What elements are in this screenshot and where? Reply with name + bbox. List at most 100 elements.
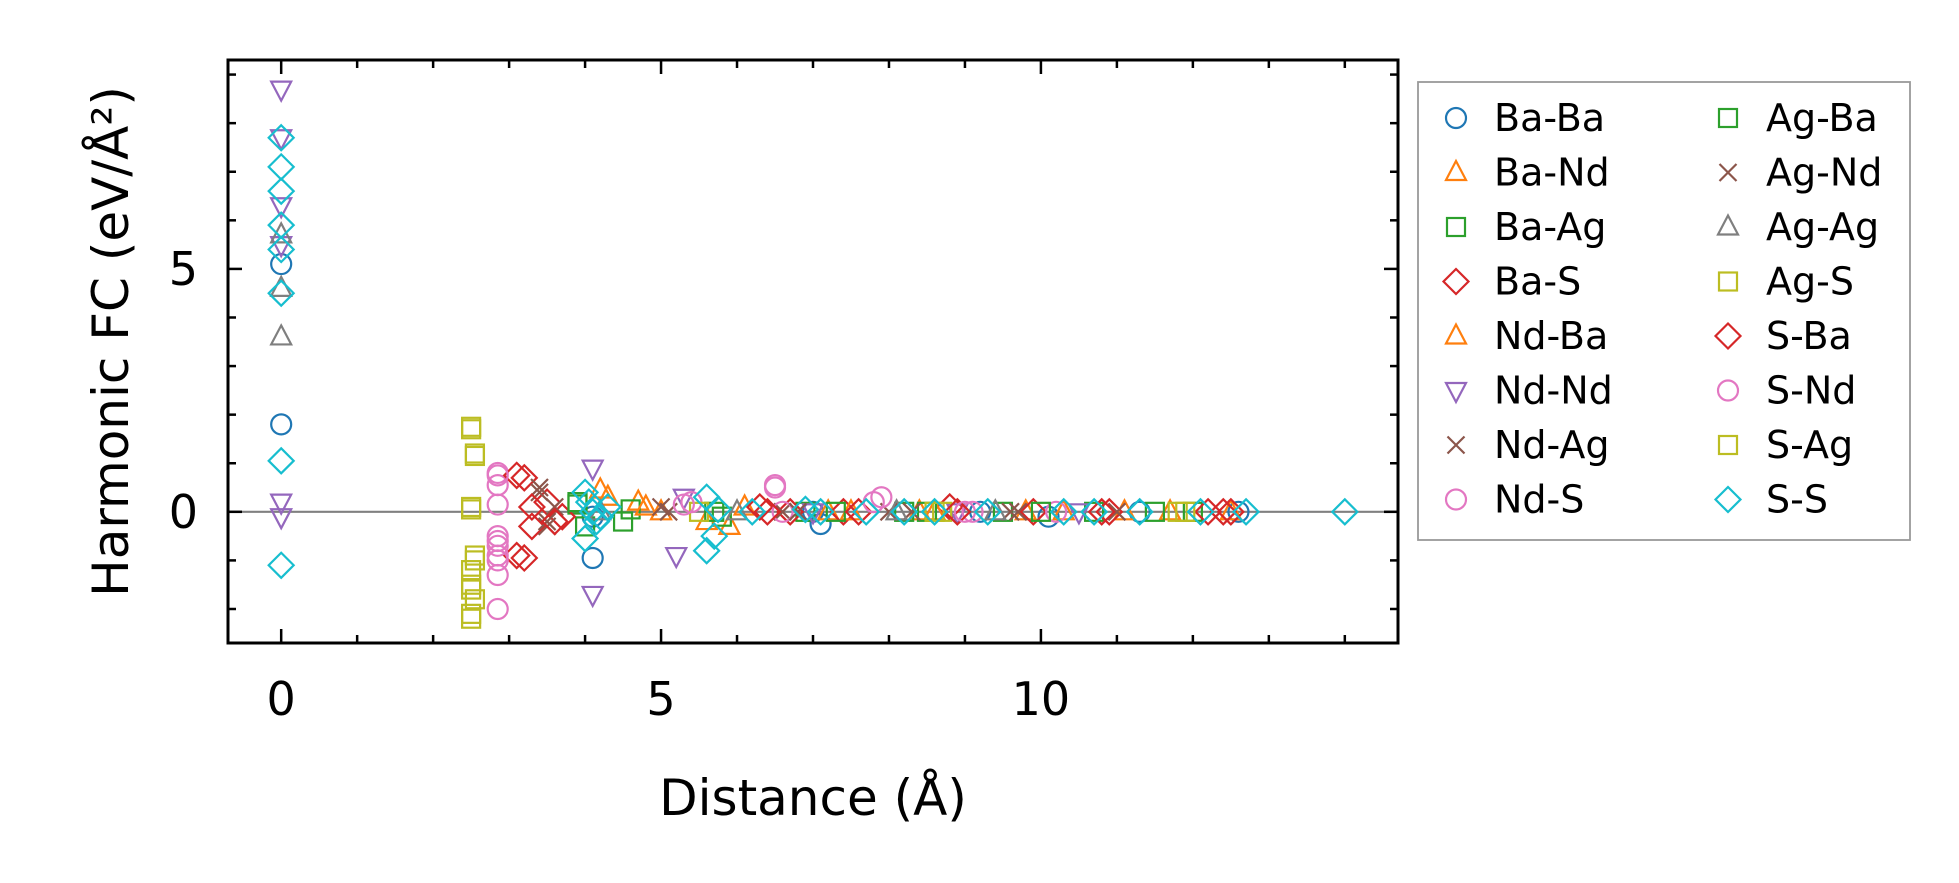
legend-item: Ba-Nd: [1444, 151, 1610, 195]
data-point: [267, 123, 296, 152]
data-markers: [228, 80, 1398, 629]
data-point: [844, 497, 873, 526]
data-point: [548, 502, 577, 531]
legend-item: Ba-Ba: [1444, 96, 1605, 140]
legend-label: Nd-Ag: [1494, 423, 1610, 467]
data-point: [922, 497, 947, 521]
data-point: [269, 323, 294, 346]
data-point: [703, 495, 733, 524]
data-point: [537, 512, 557, 531]
data-point: [1087, 497, 1116, 526]
data-point: [924, 501, 945, 522]
data-point: [581, 546, 604, 570]
data-point: [461, 419, 482, 440]
legend-item: Nd-Ba: [1444, 314, 1608, 358]
data-point: [717, 512, 742, 536]
data-point: [486, 525, 509, 548]
series-s-ag: [461, 419, 1196, 624]
data-point: [771, 500, 794, 523]
data-point: [788, 502, 808, 522]
data-point: [983, 497, 1008, 521]
data-point: [267, 177, 296, 206]
legend: Ba-Ba Ba-Nd Ba-Ag Ba-S Nd-Ba Nd-Nd Nd-Ag Nd-S Ag…: [1417, 81, 1911, 541]
data-point: [973, 497, 1002, 526]
data-point: [920, 497, 949, 526]
data-point: [530, 478, 549, 497]
series-nd-nd: [269, 80, 1091, 609]
data-point: [586, 502, 615, 531]
data-point: [694, 507, 719, 531]
legend-marker: [1445, 216, 1467, 238]
legend-marker: [1444, 381, 1468, 405]
data-point: [461, 499, 482, 520]
legend-label: Ag-Ba: [1766, 96, 1878, 140]
legend-marker: [1444, 322, 1468, 345]
legend-item: Ba-Ag: [1445, 205, 1606, 249]
data-point: [510, 463, 539, 492]
data-point: [502, 461, 531, 490]
legend-marker: [1713, 485, 1743, 514]
data-point: [745, 492, 774, 522]
legend-box: [1417, 81, 1911, 541]
series-s-ba: [502, 461, 1238, 573]
data-point: [776, 497, 805, 526]
data-point: [571, 524, 600, 553]
data-point: [267, 279, 296, 308]
legend-item: S-S: [1713, 478, 1828, 522]
data-point: [545, 497, 564, 517]
legend-marker: [1717, 434, 1739, 456]
data-point: [464, 550, 486, 571]
legend-marker: [1446, 435, 1466, 455]
x-tick-label: 10: [1012, 672, 1071, 726]
data-point: [1080, 497, 1109, 526]
y-tick-label: 5: [169, 242, 198, 296]
data-point: [1330, 497, 1359, 526]
data-point: [486, 563, 509, 587]
legend-item: S-Ag: [1717, 423, 1853, 467]
data-point: [1209, 497, 1238, 526]
legend-marker: [1444, 158, 1468, 182]
data-point: [486, 493, 509, 516]
legend-label: Ag-Nd: [1766, 151, 1882, 195]
data-point: [1231, 497, 1261, 526]
data-point: [651, 497, 671, 517]
data-point: [806, 497, 835, 526]
data-point: [464, 445, 486, 467]
data-point: [461, 579, 482, 600]
data-point: [588, 476, 613, 499]
legend-label: Ba-S: [1494, 260, 1581, 304]
legend-marker: [1718, 163, 1738, 182]
data-point: [672, 493, 695, 516]
legend-item: S-Nd: [1716, 369, 1856, 413]
legend-item: Ba-S: [1441, 260, 1581, 304]
legend-item: Ag-Ag: [1716, 205, 1879, 249]
data-point: [773, 502, 792, 522]
data-point: [943, 497, 972, 526]
legend-label: Nd-Nd: [1494, 369, 1613, 413]
legend-item: Nd-S: [1444, 478, 1584, 522]
data-point: [1186, 497, 1215, 526]
legend-label: Ba-Nd: [1494, 151, 1610, 195]
data-point: [578, 497, 607, 526]
axis-ticks: 0 5 10 0 5: [169, 60, 1398, 726]
data-point: [1107, 502, 1127, 522]
legend-marker: [1716, 379, 1740, 402]
data-point: [486, 549, 509, 572]
data-point: [1227, 500, 1250, 523]
legend-item: Nd-Nd: [1444, 369, 1613, 413]
data-point: [961, 500, 984, 523]
legend-label: Nd-Ba: [1494, 314, 1608, 358]
legend-label: S-Nd: [1766, 369, 1856, 413]
legend-label: S-Ba: [1766, 314, 1852, 358]
x-tick-label: 0: [267, 672, 296, 726]
legend-label: S-S: [1766, 478, 1828, 522]
x-tick-label: 5: [646, 672, 675, 726]
legend-label: Nd-S: [1494, 478, 1584, 522]
data-point: [530, 483, 549, 502]
data-point: [692, 536, 721, 565]
data-point: [269, 508, 294, 531]
data-point: [763, 476, 787, 499]
data-point: [267, 446, 296, 475]
legend-item: Nd-Ag: [1446, 423, 1610, 467]
